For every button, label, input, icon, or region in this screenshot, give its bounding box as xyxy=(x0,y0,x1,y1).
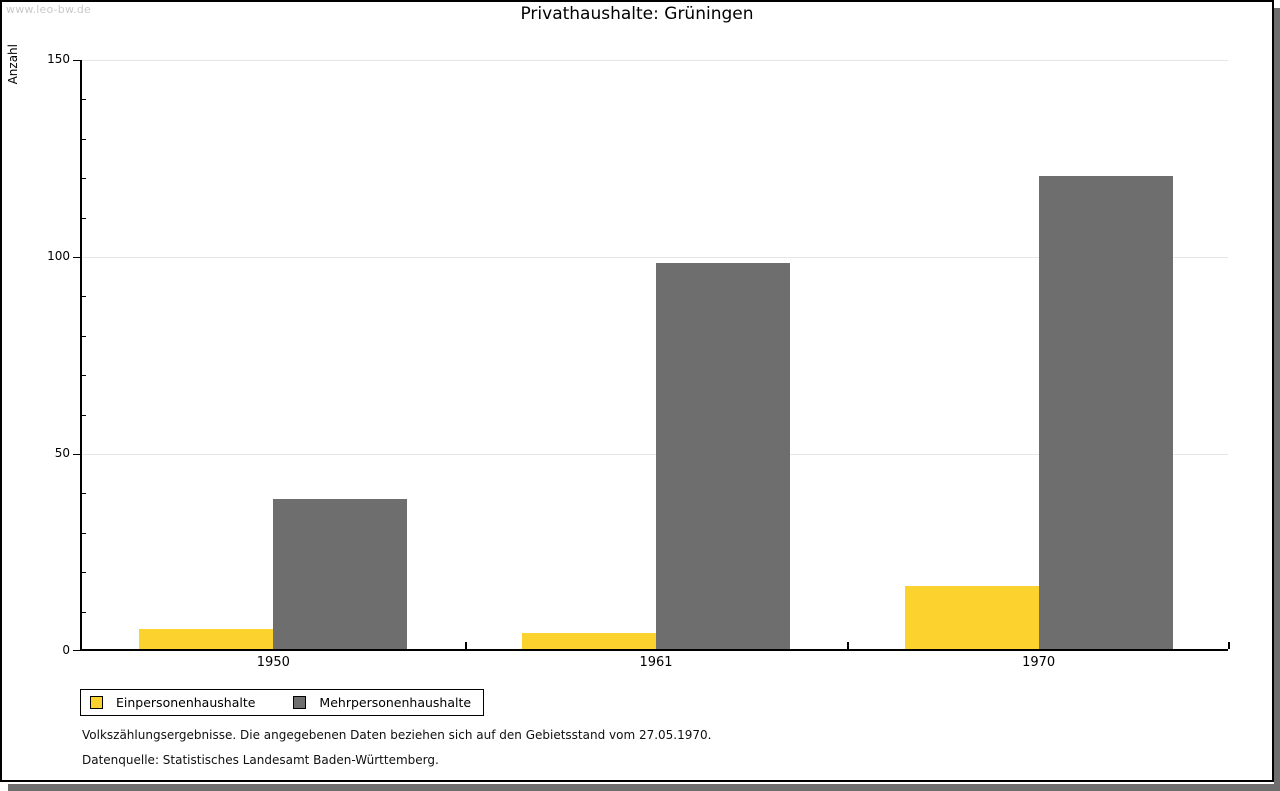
y-tick-label-0: 0 xyxy=(62,643,70,657)
site-watermark: www.leo-bw.de xyxy=(6,3,92,16)
bar-einpersonenhaushalte-1950 xyxy=(139,629,274,649)
x-boundary-tick-2 xyxy=(847,642,850,649)
x-boundary-tick-3 xyxy=(1228,642,1230,649)
legend: Einpersonenhaushalte Mehrpersonenhaushalt… xyxy=(80,689,485,716)
plot-area: 0 50 100 150 1950 1961 1970 xyxy=(47,52,1230,670)
gridline-100 xyxy=(82,256,1228,258)
y-minor-tick-110 xyxy=(82,217,86,219)
bar-einpersonenhaushalte-1961 xyxy=(522,633,656,649)
legend-swatch-mehrpersonenhaushalte xyxy=(293,696,307,709)
gridline-50 xyxy=(82,453,1228,455)
y-minor-tick-130 xyxy=(82,138,86,140)
y-minor-tick-30 xyxy=(82,532,86,534)
bar-mehrpersonenhaushalte-1970 xyxy=(1038,176,1173,649)
x-tick-label-1961: 1961 xyxy=(639,655,673,670)
y-axis-label: Anzahl xyxy=(6,44,22,114)
y-minor-tick-120 xyxy=(82,178,86,180)
y-minor-tick-20 xyxy=(82,572,86,574)
y-major-tick-50 xyxy=(73,454,80,455)
window-shadow-bottom xyxy=(8,784,1280,791)
y-tick-label-100: 100 xyxy=(47,249,70,263)
footnote-line-2: Datenquelle: Statistisches Landesamt Bad… xyxy=(82,753,439,767)
y-minor-tick-70 xyxy=(82,375,86,377)
gridline-150 xyxy=(82,59,1228,61)
y-major-tick-100 xyxy=(73,257,80,258)
footnote-line-1: Volkszählungsergebnisse. Die angegebenen… xyxy=(82,728,712,742)
y-tick-label-150: 150 xyxy=(47,52,70,66)
y-major-tick-150 xyxy=(73,60,80,61)
x-tick-label-1970: 1970 xyxy=(1022,655,1056,670)
y-minor-tick-60 xyxy=(82,414,86,416)
y-minor-tick-40 xyxy=(82,493,86,495)
x-tick-label-1950: 1950 xyxy=(256,655,290,670)
y-minor-tick-80 xyxy=(82,335,86,337)
chart-title: Privathaushalte: Grüningen xyxy=(520,4,754,24)
y-minor-tick-90 xyxy=(82,296,86,298)
legend-label-einpersonenhaushalte: Einpersonenhaushalte xyxy=(116,695,256,710)
bar-mehrpersonenhaushalte-1950 xyxy=(273,499,408,649)
y-major-tick-0 xyxy=(73,650,80,651)
y-tick-label-50: 50 xyxy=(54,446,70,460)
x-boundary-tick-1 xyxy=(464,642,467,649)
legend-item-einpersonenhaushalte: Einpersonenhaushalte xyxy=(90,695,255,710)
y-axis-label-text: Anzahl xyxy=(6,44,20,85)
bar-mehrpersonenhaushalte-1961 xyxy=(656,262,790,649)
legend-swatch-einpersonenhaushalte xyxy=(90,696,103,709)
legend-label-mehrpersonenhaushalte: Mehrpersonenhaushalte xyxy=(319,695,472,710)
y-minor-tick-140 xyxy=(82,99,86,101)
window-shadow-right xyxy=(1274,8,1280,784)
legend-item-mehrpersonenhaushalte: Mehrpersonenhaushalte xyxy=(293,695,471,710)
bar-einpersonenhaushalte-1970 xyxy=(904,585,1039,649)
y-minor-tick-10 xyxy=(82,611,86,613)
